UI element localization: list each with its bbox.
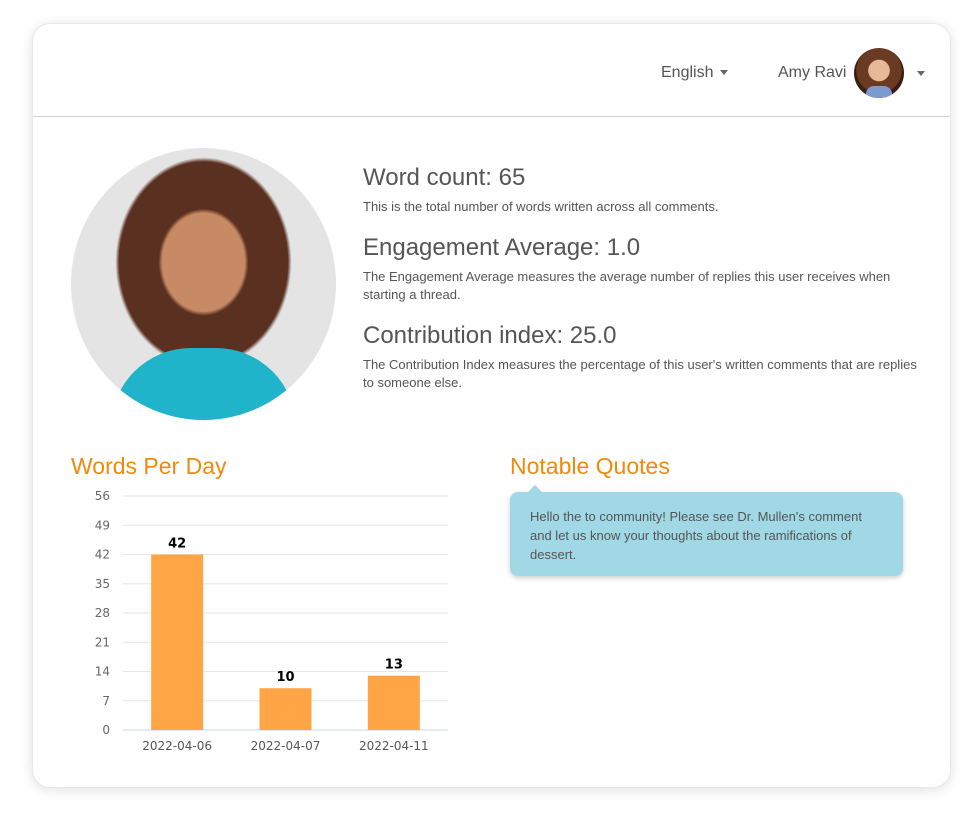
word-count-desc: This is the total number of words writte… [363, 199, 719, 214]
data-label: 10 [276, 670, 294, 685]
words-per-day-title: Words Per Day [71, 453, 227, 479]
language-label: English [661, 64, 714, 81]
header: English Amy Ravi [33, 24, 950, 117]
contribution-desc: The Contribution Index measures the perc… [363, 357, 917, 390]
bar [367, 675, 420, 730]
y-tick-label: 0 [102, 723, 110, 737]
data-label: 42 [168, 537, 186, 552]
y-tick-label: 49 [95, 518, 110, 532]
user-name[interactable]: Amy Ravi [778, 64, 847, 81]
y-tick-label: 21 [95, 635, 110, 649]
x-tick-label: 2022-04-11 [359, 739, 429, 753]
notable-quotes-title: Notable Quotes [510, 453, 670, 479]
y-tick-label: 28 [95, 606, 110, 620]
bar [259, 688, 312, 730]
word-count-title: Word count: 65 [363, 164, 526, 191]
y-tick-label: 14 [95, 665, 110, 679]
bar [151, 554, 204, 730]
stats: Word count: 65 This is the total number … [363, 164, 923, 410]
quote-bubble: Hello the to community! Please see Dr. M… [510, 485, 903, 576]
y-tick-label: 35 [95, 577, 110, 591]
x-tick-label: 2022-04-06 [142, 739, 212, 753]
user-menu-caret-icon[interactable] [917, 71, 925, 76]
contribution-title: Contribution index: 25.0 [363, 322, 617, 349]
data-label: 13 [385, 658, 403, 673]
engagement-title: Engagement Average: 1.0 [363, 234, 641, 261]
user-avatar[interactable] [854, 48, 904, 98]
profile-photo [71, 148, 336, 420]
y-tick-label: 56 [95, 489, 110, 503]
y-tick-label: 7 [102, 694, 110, 708]
language-dropdown[interactable]: English [661, 64, 729, 82]
engagement-desc: The Engagement Average measures the aver… [363, 269, 891, 302]
caret-down-icon [720, 70, 729, 76]
y-tick-label: 42 [95, 548, 110, 562]
x-tick-label: 2022-04-07 [251, 739, 321, 753]
